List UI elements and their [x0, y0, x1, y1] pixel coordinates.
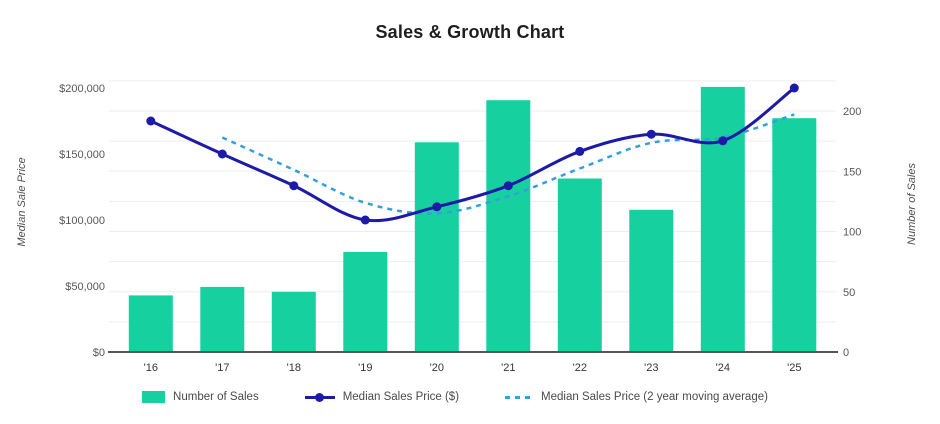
legend-item-moving-average[interactable]: Median Sales Price (2 year moving averag…: [505, 391, 768, 403]
bar-'18[interactable]: [271, 291, 316, 353]
right-axis-title: Number of Sales: [906, 163, 918, 245]
right-axis-tick-label: 150: [843, 166, 861, 178]
median-price-point-'21[interactable]: [503, 181, 513, 191]
legend-label: Number of Sales: [173, 391, 259, 403]
left-axis-tick-label: $50,000: [65, 281, 105, 293]
median-price-point-'20[interactable]: [432, 202, 442, 212]
median-price-point-'23[interactable]: [646, 129, 656, 139]
x-axis-label: '19: [358, 362, 372, 374]
bar-'19[interactable]: [343, 252, 388, 352]
x-axis-label: '18: [287, 362, 301, 374]
legend: Number of Sales Median Sales Price ($) M…: [0, 386, 910, 408]
left-axis-tick-label: $150,000: [59, 149, 105, 161]
right-axis-tick-label: 50: [843, 287, 855, 299]
bar-'21[interactable]: [486, 100, 531, 352]
median-price-point-'25[interactable]: [789, 83, 799, 93]
median-price-point-'24[interactable]: [718, 136, 728, 146]
bar-'20[interactable]: [414, 142, 459, 352]
median-price-point-'17[interactable]: [217, 149, 227, 159]
legend-swatch-line-icon: [304, 392, 335, 402]
x-axis-label: '21: [501, 362, 515, 374]
x-axis-label: '20: [430, 362, 444, 374]
bar-'24[interactable]: [700, 86, 745, 353]
legend-label: Median Sales Price (2 year moving averag…: [541, 391, 768, 403]
median-price-point-'22[interactable]: [575, 146, 585, 156]
bar-'22[interactable]: [557, 178, 602, 353]
plot-area: $0 $50,000 $100,000 $150,000 $200,000 0 50 100 1…: [59, 80, 861, 374]
x-axis-label: '16: [144, 362, 158, 374]
right-axis-tick-label: 0: [843, 347, 849, 359]
right-axis-tick-label: 200: [843, 106, 861, 118]
x-axis-label: '25: [787, 362, 801, 374]
left-axis-tick-label: $0: [93, 347, 105, 359]
median-price-point-'18[interactable]: [289, 181, 299, 191]
bar-'25[interactable]: [772, 118, 817, 352]
x-axis-label: '24: [716, 362, 730, 374]
legend-swatch-bar-icon: [142, 391, 166, 403]
left-axis-title: Median Sale Price: [16, 157, 28, 247]
legend-swatch-dashed-line-icon: [505, 395, 534, 399]
x-axis-label: '22: [573, 362, 587, 374]
chart-title: Sales & Growth Chart: [375, 22, 565, 42]
legend-item-median-sales-price[interactable]: Median Sales Price ($): [304, 391, 460, 403]
bar-'16[interactable]: [128, 295, 173, 352]
right-axis-tick-label: 100: [843, 227, 861, 239]
legend-label: Median Sales Price ($): [342, 391, 460, 403]
moving-average-line[interactable]: [221, 113, 795, 215]
legend-item-number-of-sales[interactable]: Number of Sales: [142, 391, 259, 403]
left-axis-tick-label: $200,000: [59, 83, 105, 95]
bar-'23[interactable]: [629, 209, 674, 352]
x-axis-label: '17: [215, 362, 229, 374]
median-price-point-'16[interactable]: [146, 116, 156, 126]
bar-'17[interactable]: [200, 286, 245, 352]
left-axis-tick-label: $100,000: [59, 215, 105, 227]
median-price-line[interactable]: [150, 86, 796, 223]
x-axis-label: '23: [644, 362, 658, 374]
median-price-point-'19[interactable]: [360, 215, 370, 225]
